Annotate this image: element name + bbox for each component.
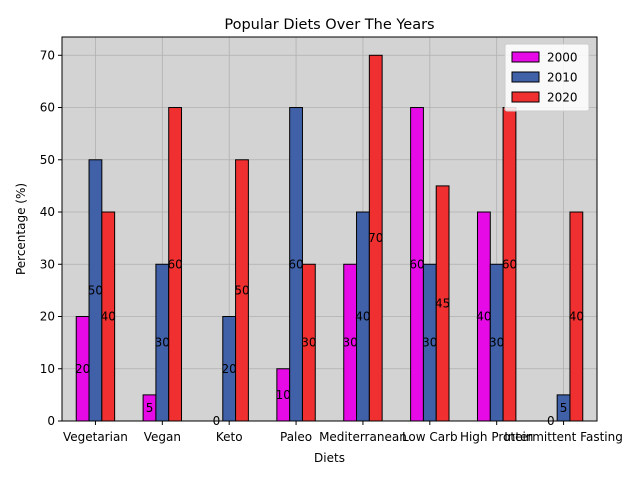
bar-value-label: 40 (476, 310, 491, 324)
legend-entry-label: 2020 (547, 91, 578, 105)
legend: 2000 2010 2020 (504, 43, 590, 112)
bar-value-label: 30 (489, 336, 504, 350)
bar-value-label: 45 (435, 296, 450, 310)
x-tick-label: Vegetarian (63, 430, 128, 444)
bar-value-label: 40 (569, 310, 584, 324)
plot-frame (61, 36, 598, 422)
bar-value-label: 10 (276, 388, 291, 402)
y-tick-label: 10 (40, 362, 55, 376)
x-tick-label: Low Carb (402, 430, 458, 444)
bar-value-label: 60 (167, 257, 182, 271)
legend-entry-label: 2000 (547, 51, 578, 65)
y-axis-label: Percentage (%) (14, 183, 28, 275)
y-tick-label: 0 (47, 414, 55, 428)
bars (75, 54, 584, 422)
legend-swatch (511, 51, 540, 63)
axes: 0 10 20 30 40 50 60 70 Vegetarian Vegan Keto Paleo M… (40, 48, 623, 444)
x-tick-label: Keto (216, 430, 243, 444)
x-tick-label: Paleo (280, 430, 312, 444)
y-tick-label: 60 (40, 101, 55, 115)
x-tick-label: Vegan (144, 430, 181, 444)
y-tick-label: 30 (40, 257, 55, 271)
chart-title: Popular Diets Over The Years (224, 17, 434, 33)
bar-value-label: 30 (301, 336, 316, 350)
bar-value-label: 60 (288, 257, 303, 271)
bar-value-label: 50 (234, 283, 249, 297)
bar-value-label: 40 (355, 310, 370, 324)
y-tick-label: 70 (40, 48, 55, 62)
y-tick-label: 20 (40, 310, 55, 324)
bar-value-label: 30 (422, 336, 437, 350)
bar-value-label: 30 (342, 336, 357, 350)
bar-value-label: 30 (155, 336, 170, 350)
legend-swatch (511, 71, 540, 83)
y-tick-label: 40 (40, 205, 55, 219)
bar-value-label: 5 (560, 401, 568, 415)
x-axis-label: Diets (314, 451, 345, 465)
x-tick-label: High Protein (460, 430, 533, 444)
x-tick-label: Intermittent Fasting (504, 430, 623, 444)
bar-value-label: 40 (101, 310, 116, 324)
bar-value-label: 70 (368, 231, 383, 245)
bar-value-label: 50 (88, 283, 103, 297)
legend-entry-label: 2010 (547, 71, 578, 85)
bar-value-label: 20 (222, 362, 237, 376)
y-tick-label: 50 (40, 153, 55, 167)
x-tick-label: Mediterranean (319, 430, 407, 444)
bar-value-label: 60 (409, 257, 424, 271)
bar-value-label: 5 (146, 401, 154, 415)
legend-swatch (511, 91, 540, 103)
bar-value-label: 20 (75, 362, 90, 376)
bar-value-label: 60 (502, 257, 517, 271)
